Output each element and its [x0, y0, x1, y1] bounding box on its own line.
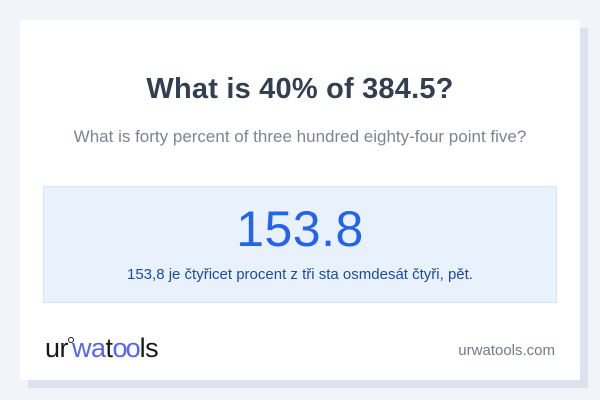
logo-segment-blue: wa [72, 333, 106, 363]
logo-segment-dark: ur [45, 333, 69, 363]
result-description: 153,8 je čtyřicet procent z tři sta osmd… [127, 266, 473, 284]
logo-segment-dark: ls [139, 333, 159, 363]
content-card: What is 40% of 384.5? What is forty perc… [20, 20, 580, 380]
brand-logo[interactable]: ur watools [45, 333, 159, 363]
result-value: 153.8 [236, 201, 364, 258]
degree-icon [68, 337, 75, 343]
result-box: 153.8 153,8 je čtyřicet procent z tři st… [43, 185, 557, 303]
glasses-icon: oo [112, 333, 141, 363]
logo-segment-dark: t [105, 333, 114, 363]
footer: ur watools urwatools.com [43, 335, 557, 366]
website-link[interactable]: urwatools.com [458, 342, 555, 359]
page-subtitle: What is forty percent of three hundred e… [73, 126, 527, 146]
page-title: What is 40% of 384.5? [146, 73, 454, 105]
